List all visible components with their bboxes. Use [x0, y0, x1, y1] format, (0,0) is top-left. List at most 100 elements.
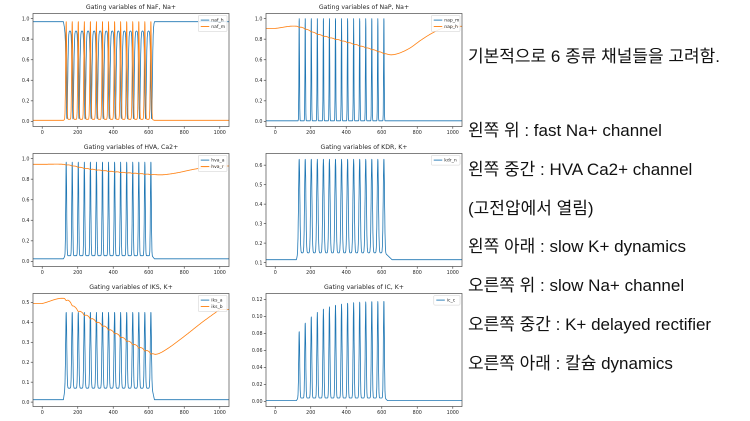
svg-text:0.8: 0.8 — [22, 37, 30, 43]
notes-panel: 기본적으로 6 종류 채널들을 고려함. 왼쪽 위 : fast Na+ cha… — [468, 0, 748, 421]
plot-nap-gating: 0 200 400 600 800 1000 0.0 0.2 0.4 0.6 0.8 1.0 Gatin… — [235, 0, 467, 140]
svg-text:0.4: 0.4 — [255, 202, 263, 208]
svg-text:0: 0 — [41, 130, 44, 136]
plot-kdr-gating: 0 200 400 600 800 1000 0.1 0.2 0.3 0.4 0.5 0.6 Gatin… — [235, 140, 467, 280]
svg-text:kdr_n: kdr_n — [444, 158, 457, 164]
svg-text:400: 400 — [109, 270, 118, 276]
svg-text:0.0: 0.0 — [255, 119, 263, 125]
svg-text:0: 0 — [274, 270, 277, 276]
svg-text:0.8: 0.8 — [255, 37, 263, 43]
chart-svg: 0 200 400 600 800 1000 0.0 0.2 0.4 0.6 0.8 1.0 Gatin… — [22, 4, 230, 136]
svg-text:0: 0 — [274, 130, 277, 136]
svg-text:0.2: 0.2 — [22, 239, 30, 245]
svg-text:iks_a: iks_a — [211, 298, 222, 304]
svg-text:Gating variables of NaP, Na+: Gating variables of NaP, Na+ — [319, 4, 409, 11]
svg-text:600: 600 — [144, 410, 153, 416]
svg-text:1.0: 1.0 — [22, 156, 30, 162]
note-line-top-right: 오른쪽 위 : slow Na+ channel — [468, 276, 685, 296]
svg-text:200: 200 — [306, 130, 315, 136]
chart-svg: 0 200 400 600 800 1000 0.0 0.2 0.4 0.6 0.8 1.0 Gatin… — [255, 4, 463, 136]
svg-text:1000: 1000 — [214, 130, 226, 136]
svg-text:0.3: 0.3 — [255, 221, 263, 227]
svg-text:0.2: 0.2 — [255, 241, 263, 247]
note-line-middle-right: 오른쪽 중간 : K+ delayed rectifier — [468, 314, 712, 334]
svg-text:hva_r: hva_r — [211, 164, 224, 170]
svg-text:0.4: 0.4 — [22, 320, 30, 326]
svg-text:0.2: 0.2 — [22, 360, 30, 366]
svg-text:Gating variables of IKS, K+: Gating variables of IKS, K+ — [89, 284, 173, 291]
note-line-hva-parenthetical: (고전압에서 열림) — [468, 198, 594, 218]
svg-text:0.6: 0.6 — [22, 57, 30, 63]
note-line-bottom-right: 오른쪽 아래 : 칼슘 dynamics — [468, 353, 673, 373]
plots-grid: 0 200 400 600 800 1000 0.0 0.2 0.4 0.6 0.8 1.0 Gatin… — [2, 0, 468, 421]
svg-text:200: 200 — [73, 270, 82, 276]
svg-text:400: 400 — [342, 410, 351, 416]
svg-text:Gating variables of NaF, Na+: Gating variables of NaF, Na+ — [86, 4, 176, 11]
svg-text:0.5: 0.5 — [255, 182, 263, 188]
svg-text:0.2: 0.2 — [255, 99, 263, 105]
svg-text:400: 400 — [109, 410, 118, 416]
svg-text:0.4: 0.4 — [255, 78, 263, 84]
svg-text:naf_m: naf_m — [211, 24, 225, 30]
svg-text:ic_c: ic_c — [447, 298, 456, 304]
svg-text:0: 0 — [41, 410, 44, 416]
svg-text:0.6: 0.6 — [255, 57, 263, 63]
notes-list: 왼쪽 위 : fast Na+ channel 왼쪽 중간 : HVA Ca2+… — [468, 112, 711, 384]
svg-text:0.4: 0.4 — [22, 78, 30, 84]
svg-text:0.10: 0.10 — [252, 314, 263, 320]
svg-text:1.0: 1.0 — [22, 16, 30, 22]
svg-text:iks_b: iks_b — [211, 304, 222, 310]
svg-text:1000: 1000 — [447, 270, 459, 276]
svg-text:200: 200 — [73, 130, 82, 136]
svg-text:1000: 1000 — [447, 410, 459, 416]
svg-text:0.4: 0.4 — [22, 218, 30, 224]
svg-text:0: 0 — [41, 270, 44, 276]
svg-text:400: 400 — [342, 270, 351, 276]
svg-text:Gating variables of HVA, Ca2+: Gating variables of HVA, Ca2+ — [84, 144, 179, 151]
svg-text:nap_h: nap_h — [444, 24, 458, 30]
note-line-middle-left: 왼쪽 중간 : HVA Ca2+ channel — [468, 159, 693, 179]
svg-text:800: 800 — [180, 130, 189, 136]
plot-naf-gating: 0 200 400 600 800 1000 0.0 0.2 0.4 0.6 0.8 1.0 Gatin… — [2, 0, 234, 140]
chart-svg: 0 200 400 600 800 1000 0.1 0.2 0.3 0.4 0.5 0.6 Gatin… — [255, 144, 463, 276]
svg-text:200: 200 — [306, 270, 315, 276]
svg-text:0.6: 0.6 — [255, 163, 263, 169]
svg-text:800: 800 — [180, 270, 189, 276]
note-line-top-left: 왼쪽 위 : fast Na+ channel — [468, 121, 662, 140]
svg-text:0.0: 0.0 — [22, 400, 30, 406]
svg-text:0.12: 0.12 — [252, 297, 263, 303]
svg-text:0.00: 0.00 — [252, 399, 263, 405]
svg-text:800: 800 — [413, 410, 422, 416]
svg-text:1000: 1000 — [447, 130, 459, 136]
svg-text:800: 800 — [180, 410, 189, 416]
svg-text:600: 600 — [377, 130, 386, 136]
svg-text:1000: 1000 — [214, 270, 226, 276]
svg-text:800: 800 — [413, 270, 422, 276]
svg-text:600: 600 — [377, 410, 386, 416]
svg-text:0.02: 0.02 — [252, 382, 263, 388]
svg-text:0.0: 0.0 — [22, 259, 30, 265]
svg-text:1000: 1000 — [214, 410, 226, 416]
svg-text:1.0: 1.0 — [255, 16, 263, 22]
notes-intro: 기본적으로 6 종류 채널들을 고려함. — [468, 47, 721, 66]
svg-text:Gating variables of KDR, K+: Gating variables of KDR, K+ — [321, 144, 408, 151]
svg-text:200: 200 — [306, 410, 315, 416]
svg-text:0.06: 0.06 — [252, 348, 263, 354]
svg-text:hva_a: hva_a — [211, 158, 225, 164]
svg-text:600: 600 — [144, 270, 153, 276]
svg-text:0.1: 0.1 — [255, 260, 263, 266]
svg-text:200: 200 — [73, 410, 82, 416]
note-line-bottom-left: 왼쪽 아래 : slow K+ dynamics — [468, 237, 686, 257]
svg-text:0.5: 0.5 — [22, 300, 30, 306]
svg-text:600: 600 — [377, 270, 386, 276]
chart-svg: 0 200 400 600 800 1000 0.0 0.2 0.4 0.6 0.8 1.0 Gatin… — [22, 144, 230, 276]
svg-text:0.6: 0.6 — [22, 197, 30, 203]
svg-text:0.08: 0.08 — [252, 331, 263, 337]
svg-text:400: 400 — [342, 130, 351, 136]
chart-svg: 0 200 400 600 800 1000 0.0 0.1 0.2 0.3 0.4 0.5 Gatin… — [22, 284, 230, 416]
svg-text:0: 0 — [274, 410, 277, 416]
svg-text:0.8: 0.8 — [22, 177, 30, 183]
svg-text:0.3: 0.3 — [22, 340, 30, 346]
svg-text:800: 800 — [413, 130, 422, 136]
